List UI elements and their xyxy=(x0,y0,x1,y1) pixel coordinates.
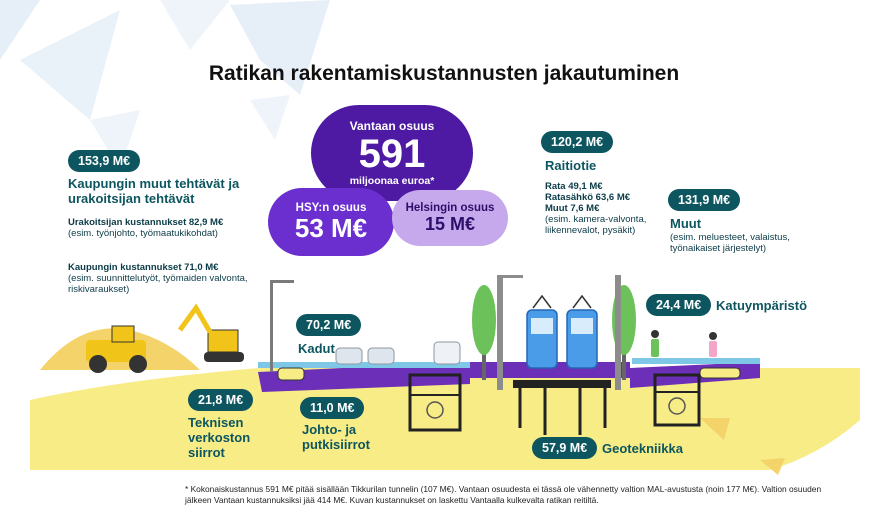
katuymparisto-label: Katuympäristö xyxy=(716,298,808,313)
raitiotie-line-muut: Muut 7,6 M€ xyxy=(545,203,600,214)
raitiotie-line-ratasahko: Ratasähkö 63,6 M€ xyxy=(545,192,631,203)
muut-heading: Muut xyxy=(670,216,702,231)
katuymparisto-badge: 24,4 M€ xyxy=(646,294,712,316)
vantaa-share-circle: Vantaan osuus 591 miljoonaa euroa* xyxy=(311,105,473,201)
raitiotie-details: Rata 49,1 M€ Ratasähkö 63,6 M€ Muut 7,6 … xyxy=(545,181,655,236)
geotekniikka-label: Geotekniikka xyxy=(602,441,683,456)
vantaa-share-unit: miljoonaa euroa* xyxy=(349,175,435,187)
tekniset-badge: 21,8 M€ xyxy=(188,389,254,411)
helsinki-share-label: Helsingin osuus xyxy=(405,201,495,214)
city-costs-detail: (esim. suunnittelutyöt, työmaiden valvon… xyxy=(68,273,248,295)
city-other-badge: 153,9 M€ xyxy=(68,150,141,172)
geotekniikka-badge: 57,9 M€ xyxy=(532,437,598,459)
contractor-costs: Urakoitsijan kustannukset 82,9 M€ (esim.… xyxy=(68,217,268,239)
vantaa-share-label: Vantaan osuus xyxy=(349,119,435,133)
raitiotie-line-rata: Rata 49,1 M€ xyxy=(545,181,603,192)
hsy-share-label: HSY:n osuus xyxy=(295,202,367,214)
raitiotie-heading: Raitiotie xyxy=(545,158,597,173)
city-costs: Kaupungin kustannukset 71,0 M€ (esim. su… xyxy=(68,262,268,295)
contractor-costs-label: Urakoitsijan kustannukset 82,9 M€ xyxy=(68,217,224,228)
kadut-label: Kadut xyxy=(298,341,335,356)
tekniset-label: Teknisen verkoston siirrot xyxy=(188,415,251,460)
kadut-badge: 70,2 M€ xyxy=(296,314,362,336)
vantaa-share-value: 591 xyxy=(358,132,426,176)
helsinki-share-value: 15 M€ xyxy=(424,213,476,234)
helsinki-share-circle: Helsingin osuus 15 M€ xyxy=(392,190,508,246)
raitiotie-badge: 120,2 M€ xyxy=(541,131,614,153)
johto-label: Johto- ja putkisiirrot xyxy=(302,422,370,452)
hsy-share-value: 53 M€ xyxy=(294,213,368,243)
hsy-share-circle: HSY:n osuus 53 M€ xyxy=(268,188,394,256)
city-costs-label: Kaupungin kustannukset 71,0 M€ xyxy=(68,262,219,273)
muut-detail: (esim. meluesteet, valaistus, työnaikais… xyxy=(670,232,790,254)
raitiotie-detail: (esim. kamera-valvonta, liikennevalot, p… xyxy=(545,214,647,236)
muut-badge: 131,9 M€ xyxy=(668,189,741,211)
city-other-heading: Kaupungin muut tehtävät ja urakoitsijan … xyxy=(68,176,240,206)
page-title: Ratikan rakentamiskustannusten jakautumi… xyxy=(208,62,680,85)
johto-badge: 11,0 M€ xyxy=(300,397,365,419)
contractor-costs-detail: (esim. työnjohto, työmaatukikohdat) xyxy=(68,228,218,239)
footnote: * Kokonaiskustannus 591 M€ pitää sisällä… xyxy=(185,484,822,505)
